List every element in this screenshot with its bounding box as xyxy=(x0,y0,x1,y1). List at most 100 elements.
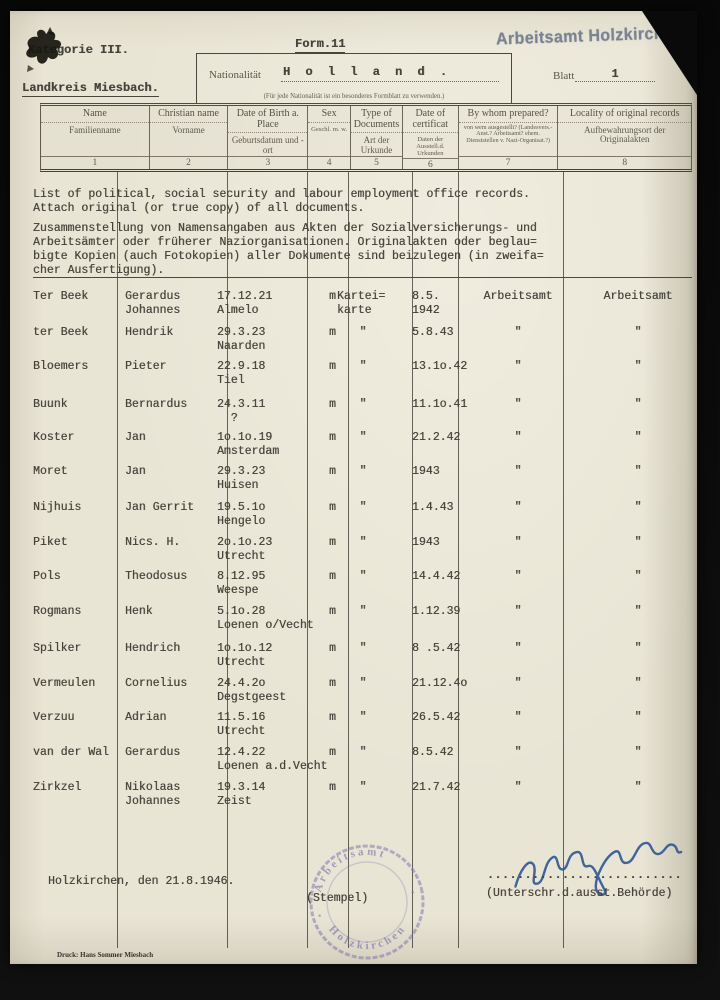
cell-date: 1943 xyxy=(412,465,440,478)
column-rule xyxy=(458,172,459,948)
cell-doc: " xyxy=(359,605,367,618)
nationality-box: Nationalität H o l l a n d . (Für jede N… xyxy=(196,53,512,104)
cell-by: " xyxy=(514,398,522,411)
column-number: 4 xyxy=(308,156,351,169)
cell-doc: " xyxy=(359,431,367,444)
nationality-value: H o l l a n d . xyxy=(283,65,452,79)
cell-loc: Arbeitsamt xyxy=(603,290,673,303)
column-header-4: Sex Geschl. m. w. 4 xyxy=(307,106,351,169)
cell-first: Cornelius xyxy=(125,677,188,690)
column-header-5: Type of Documents Art der Urkunde 5 xyxy=(350,106,402,169)
cell-doc: " xyxy=(359,360,367,373)
cell-by: " xyxy=(514,781,522,794)
cell-first: Gerardus xyxy=(125,746,181,759)
cell-birth: 11.5.16 Utrecht xyxy=(217,711,266,738)
cell-by: " xyxy=(514,746,522,759)
cell-loc: " xyxy=(634,465,642,478)
cell-date: 14.4.42 xyxy=(412,570,461,583)
cell-first: Theodosus xyxy=(125,570,188,583)
cell-birth: 5.1o.28 Loenen o/Vecht xyxy=(217,605,314,632)
form-number: Form.11 xyxy=(295,37,346,53)
column-number: 5 xyxy=(351,156,402,169)
cell-doc: " xyxy=(359,570,367,583)
cell-doc: " xyxy=(359,398,367,411)
cell-loc: " xyxy=(634,570,642,583)
instruction-de-line: bigte Kopien (auch Fotokopien) aller Dok… xyxy=(33,250,544,263)
cell-loc: " xyxy=(634,746,642,759)
cell-name: Spilker xyxy=(33,642,82,655)
signature-caption: (Unterschr.d.ausst.Behörde) xyxy=(486,887,673,900)
cell-by: " xyxy=(514,536,522,549)
cell-date: 1.12.39 xyxy=(412,605,461,618)
cell-loc: " xyxy=(634,605,642,618)
cell-name: Vermeulen xyxy=(33,677,96,690)
cell-name: Verzuu xyxy=(33,711,75,724)
cell-date: 26.5.42 xyxy=(412,711,461,724)
cell-first: Jan xyxy=(125,465,146,478)
column-number: 7 xyxy=(458,156,558,169)
cell-birth: 22.9.18 Tiel xyxy=(217,360,266,387)
cell-birth: 29.3.23 Naarden xyxy=(217,326,266,353)
cell-name: Zirkzel xyxy=(33,781,82,794)
cell-birth: 1o.1o.12 Utrecht xyxy=(217,642,273,669)
column-number: 3 xyxy=(228,156,308,169)
column-rule xyxy=(227,172,228,948)
cell-sex: m xyxy=(329,746,336,759)
cell-sex: m xyxy=(329,360,336,373)
cell-date: 8.5. 1942 xyxy=(412,290,440,317)
cell-name: van der Wal xyxy=(33,746,109,759)
column-title-de: Art der Urkunde xyxy=(360,135,393,155)
cell-doc: Kartei= karte xyxy=(337,290,386,317)
cell-first: Nikolaas Johannes xyxy=(125,781,181,808)
cell-doc: " xyxy=(359,781,367,794)
column-title-en: Sex xyxy=(308,106,351,123)
cell-by: " xyxy=(514,642,522,655)
cell-date: 8 .5.42 xyxy=(412,642,461,655)
instruction-de-line: Arbeitsämter oder früherer Naziorganisat… xyxy=(33,236,537,249)
cell-loc: " xyxy=(634,398,642,411)
printer-note: Druck: Hans Sommer Miesbach xyxy=(57,951,154,959)
cell-birth: 2o.1o.23 Utrecht xyxy=(217,536,273,563)
cell-date: 11.1o.41 xyxy=(412,398,468,411)
cell-birth: 24.4.2o Degstgeest xyxy=(217,677,287,704)
cell-loc: " xyxy=(634,431,642,444)
cell-by: " xyxy=(514,570,522,583)
column-rule xyxy=(563,172,564,948)
form-page: Kategorie III. Landkreis Miesbach. Form.… xyxy=(10,11,697,964)
cell-doc: " xyxy=(359,642,367,655)
cell-birth: 24.3.11 ? xyxy=(217,398,266,425)
cell-sex: m xyxy=(329,711,336,724)
column-title-en: Christian name xyxy=(149,106,228,123)
cell-sex: m xyxy=(329,465,336,478)
sheet-value: 1 xyxy=(575,68,655,82)
column-title-en: Date of Birth a. Place xyxy=(228,106,308,133)
cell-first: Jan xyxy=(125,431,146,444)
cell-sex: m xyxy=(329,326,336,339)
cell-name: Bloemers xyxy=(33,360,89,373)
column-title-en: Date of certificat xyxy=(402,106,458,133)
cell-birth: 29.3.23 Huisen xyxy=(217,465,266,492)
cell-sex: m xyxy=(329,290,336,303)
cell-first: Henk xyxy=(125,605,153,618)
cell-by: " xyxy=(514,326,522,339)
cell-sex: m xyxy=(329,570,336,583)
cell-date: 5.8.43 xyxy=(412,326,454,339)
column-header-7: By whom prepared? von wem ausgestellt? (L… xyxy=(457,106,558,169)
cell-loc: " xyxy=(634,501,642,514)
column-number: 6 xyxy=(402,158,458,171)
cell-sex: m xyxy=(329,398,336,411)
round-stamp: Arbeitsamt Holzkirchen • • xyxy=(304,840,425,962)
column-rule xyxy=(307,172,308,948)
cell-doc: " xyxy=(359,746,367,759)
cell-doc: " xyxy=(359,326,367,339)
column-rule xyxy=(117,172,118,948)
cell-sex: m xyxy=(329,781,336,794)
cell-by: " xyxy=(514,677,522,690)
cell-first: Pieter xyxy=(125,360,167,373)
instruction-de-line: Zusammenstellung von Namensangaben aus A… xyxy=(33,222,537,235)
cell-sex: m xyxy=(329,431,336,444)
column-header-2: Christian name Vorname 2 xyxy=(148,106,228,169)
column-title-en: Locality of original records xyxy=(558,106,692,123)
cell-name: ter Beek xyxy=(33,326,89,339)
